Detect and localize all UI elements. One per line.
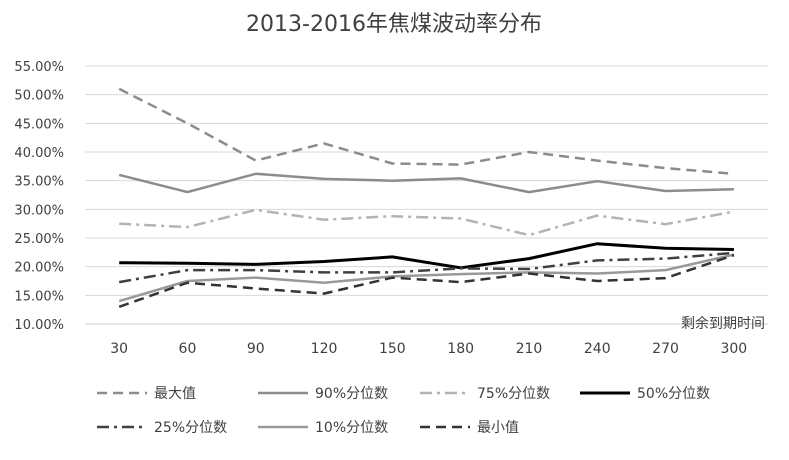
series-line	[119, 242, 734, 270]
legend-label: 最大值	[154, 386, 196, 402]
x-tick-label: 60	[179, 341, 197, 357]
x-tick-label: 90	[247, 341, 265, 357]
x-axis-ticks: 30 60 90 120 150 180 210 240 270 300	[110, 341, 747, 357]
series-line	[118, 172, 734, 194]
x-tick-label: 300	[720, 341, 747, 357]
y-tick-label: 40.00%	[14, 146, 64, 161]
legend-item: 90%分位数	[258, 386, 388, 402]
series-line	[118, 254, 735, 308]
x-tick-label: 30	[110, 341, 128, 357]
y-tick-label: 50.00%	[14, 89, 64, 104]
y-axis-ticks: 10.00% 15.00% 20.00% 25.00% 30.00% 35.00% 40.0…	[14, 60, 64, 333]
y-tick-label: 15.00%	[14, 289, 64, 304]
y-tick-label: 55.00%	[14, 60, 64, 75]
legend-label: 75%分位数	[477, 386, 550, 402]
x-tick-label: 210	[516, 341, 543, 357]
legend-label: 90%分位数	[315, 386, 388, 402]
y-tick-label: 10.00%	[14, 318, 64, 333]
legend-item: 最大值	[97, 386, 196, 402]
legend-label: 10%分位数	[315, 420, 388, 436]
y-tick-label: 20.00%	[14, 261, 64, 276]
x-tick-label: 240	[584, 341, 611, 357]
y-tick-label: 35.00%	[14, 175, 64, 190]
legend-item: 50%分位数	[580, 386, 710, 402]
legend-label: 50%分位数	[637, 386, 710, 402]
legend-label: 25%分位数	[154, 420, 227, 436]
y-tick-label: 30.00%	[14, 203, 64, 218]
legend-item: 最小值	[420, 420, 519, 436]
series-line	[118, 87, 735, 176]
legend-item: 75%分位数	[420, 386, 550, 402]
chart-title: 2013-2016年焦煤波动率分布	[246, 12, 542, 37]
series-line	[119, 208, 735, 237]
series-lines	[118, 87, 735, 308]
legend-label: 最小值	[477, 420, 519, 436]
series-line	[118, 251, 735, 284]
x-tick-label: 270	[652, 341, 679, 357]
legend-item: 25%分位数	[97, 420, 227, 436]
y-tick-label: 45.00%	[14, 117, 64, 132]
legend: 最大值 90%分位数 75%分位数 50%分位数 25%分位数 10%分位数 最小值	[97, 386, 710, 436]
series-line	[118, 253, 735, 303]
x-tick-label: 120	[311, 341, 338, 357]
x-tick-label: 180	[447, 341, 474, 357]
x-tick-label: 150	[379, 341, 406, 357]
x-axis-label: 剩余到期时间	[681, 315, 765, 332]
legend-item: 10%分位数	[258, 420, 388, 436]
y-tick-label: 25.00%	[14, 232, 64, 247]
